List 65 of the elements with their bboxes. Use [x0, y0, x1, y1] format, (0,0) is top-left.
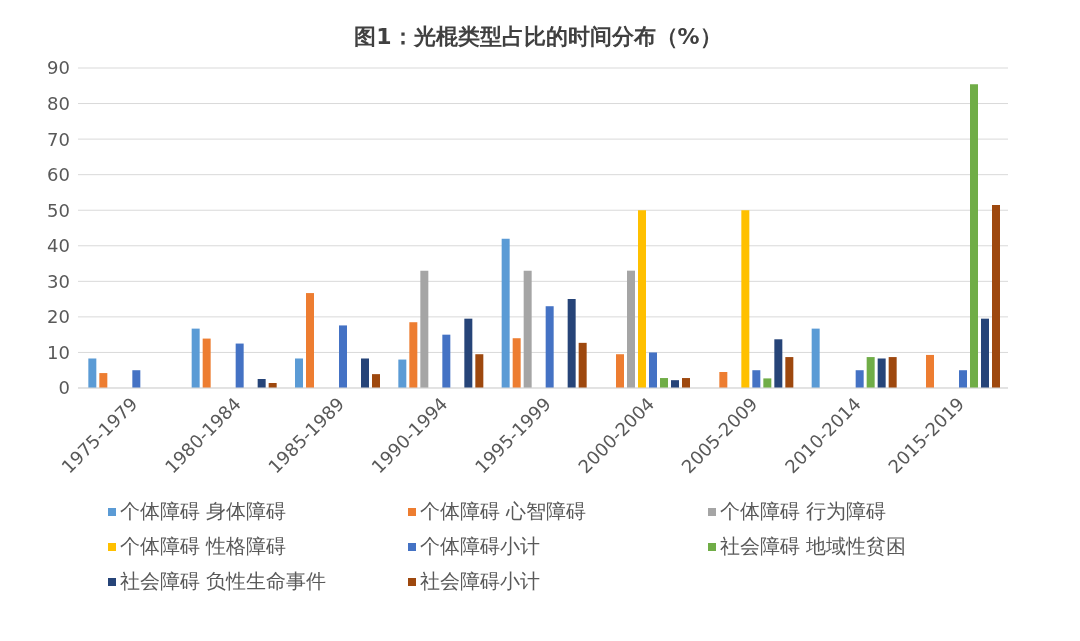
legend-label: 个体障碍小计	[420, 533, 540, 560]
bar	[926, 354, 934, 388]
bar	[649, 352, 657, 388]
bar	[235, 343, 244, 388]
bar	[464, 318, 473, 388]
legend-label: 个体障碍 身体障碍	[120, 498, 287, 525]
bar	[523, 270, 532, 388]
bar	[616, 354, 624, 388]
bar	[372, 374, 380, 388]
y-tick-label: 50	[47, 199, 70, 221]
bar	[398, 359, 407, 388]
bar	[855, 370, 864, 388]
y-tick-label: 80	[47, 92, 70, 114]
bar	[981, 318, 989, 388]
bar	[420, 270, 429, 388]
y-tick-label: 40	[47, 235, 70, 257]
bar	[99, 373, 108, 388]
bar	[191, 328, 200, 388]
y-tick-label: 10	[47, 341, 70, 363]
bar	[567, 299, 576, 388]
bar	[888, 357, 897, 388]
bar	[257, 379, 266, 388]
bar	[409, 322, 418, 388]
y-tick-label: 90	[47, 57, 70, 79]
bar	[763, 378, 772, 388]
bar	[785, 357, 794, 388]
bar	[774, 339, 783, 388]
legend-label: 社会障碍 负性生命事件	[120, 568, 327, 595]
bar	[877, 358, 886, 388]
y-tick-label: 20	[47, 306, 70, 328]
bar	[992, 204, 1000, 388]
legend-label: 个体障碍 心智障碍	[420, 498, 587, 525]
bar	[811, 328, 820, 388]
y-tick-label: 60	[47, 164, 70, 186]
y-tick-label: 70	[47, 128, 70, 150]
bar	[627, 270, 635, 388]
bar	[959, 370, 967, 388]
y-tick-label: 0	[58, 377, 70, 399]
bar	[682, 378, 690, 388]
legend-label: 社会障碍小计	[420, 568, 540, 595]
bar	[719, 372, 728, 388]
bar	[202, 338, 211, 388]
legend-label: 社会障碍 地域性贫困	[720, 533, 907, 560]
bar	[88, 358, 97, 388]
bar	[361, 358, 369, 388]
bar	[501, 238, 510, 388]
bar	[638, 210, 646, 388]
bar	[475, 354, 484, 388]
bar	[578, 342, 587, 388]
bar	[339, 325, 347, 388]
bar	[512, 338, 521, 388]
bar	[132, 370, 141, 388]
chart-title: 图1：光棍类型占比的时间分布（%）	[353, 23, 723, 51]
bar	[866, 357, 875, 388]
y-tick-label: 30	[47, 270, 70, 292]
bar	[970, 84, 978, 388]
bar	[306, 293, 314, 388]
bar	[660, 378, 668, 388]
bar	[295, 358, 303, 388]
bar	[752, 370, 761, 388]
legend-label: 个体障碍 行为障碍	[720, 498, 887, 525]
bar	[545, 306, 554, 388]
bar	[442, 334, 451, 388]
bar	[741, 210, 750, 388]
legend-label: 个体障碍 性格障碍	[120, 533, 287, 560]
